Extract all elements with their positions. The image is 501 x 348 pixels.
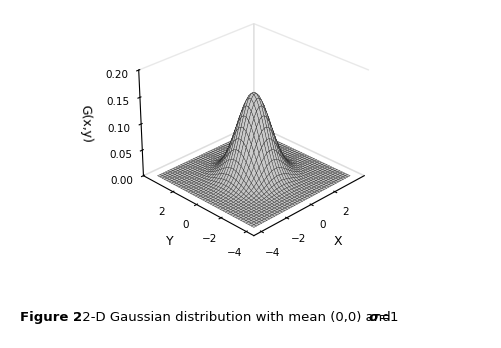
Text: Figure 2: Figure 2: [20, 311, 82, 324]
Text: 2-D Gaussian distribution with mean (0,0) and: 2-D Gaussian distribution with mean (0,0…: [78, 311, 390, 324]
Text: $\bfit{\sigma}$=1: $\bfit{\sigma}$=1: [368, 311, 399, 324]
X-axis label: X: X: [333, 235, 342, 248]
Y-axis label: Y: Y: [166, 235, 174, 248]
